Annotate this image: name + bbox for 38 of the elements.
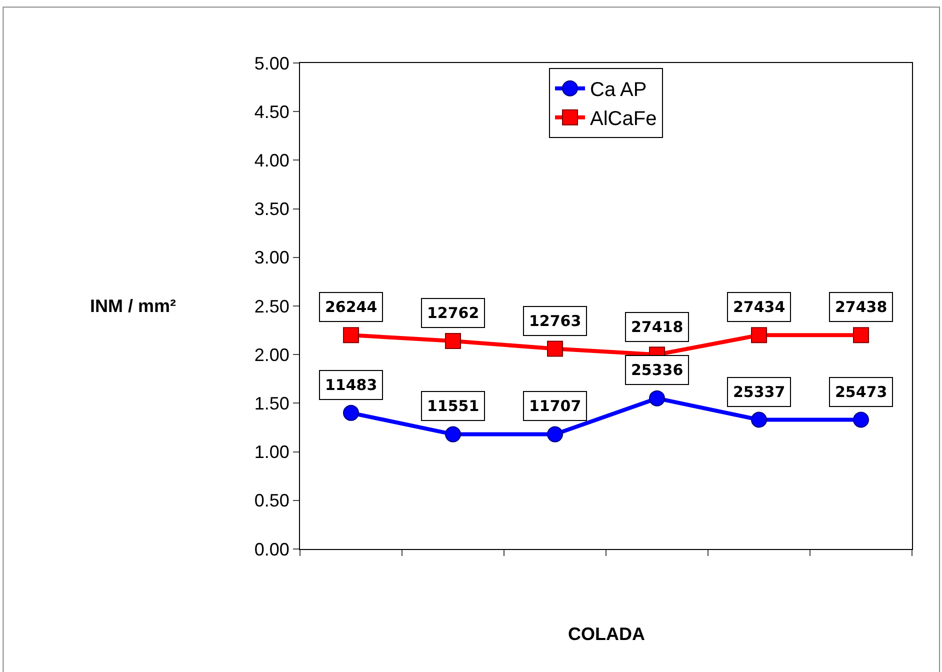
y-tick-label: 1.50 — [254, 394, 290, 414]
point — [649, 390, 665, 406]
annotation: 12762 — [427, 304, 480, 322]
annotation: 25337 — [733, 383, 786, 401]
point — [445, 426, 461, 442]
x-axis-title: COLADA — [568, 624, 645, 644]
point — [547, 426, 563, 442]
annotation: 27438 — [835, 298, 888, 316]
point — [547, 340, 563, 357]
y-tick-label: 0.00 — [254, 539, 290, 560]
point — [343, 327, 359, 344]
legend-label: Ca AP — [590, 79, 647, 102]
point — [343, 404, 359, 421]
y-tick-label: 1.00 — [254, 442, 290, 462]
point — [853, 412, 869, 428]
annotation: 11483 — [325, 376, 378, 394]
point — [751, 412, 767, 428]
y-axis-title: INM / mm² — [90, 296, 176, 316]
annotation: 11551 — [427, 397, 480, 415]
point — [853, 327, 869, 344]
annotation: 11707 — [529, 397, 582, 415]
annotation: 27418 — [631, 318, 684, 336]
y-tick-label: 4.00 — [254, 150, 290, 170]
legend-label: AlCaFe — [590, 108, 657, 130]
annotation: 27434 — [733, 298, 786, 316]
y-tick-label: 0.50 — [254, 490, 290, 511]
annotation: 12763 — [529, 312, 582, 330]
y-tick-label: 5.00 — [254, 53, 290, 74]
point — [445, 332, 461, 349]
y-tick-label: 4.50 — [254, 102, 290, 122]
y-tick-label: 2.50 — [254, 296, 290, 316]
annotation: 25473 — [835, 383, 888, 401]
annotation: 25336 — [631, 361, 684, 379]
y-tick-label: 3.50 — [254, 199, 290, 220]
y-tick-label: 2.00 — [254, 344, 290, 365]
annotation: 26244 — [325, 298, 378, 316]
y-tick-label: 3.00 — [254, 248, 290, 268]
point — [751, 327, 767, 344]
